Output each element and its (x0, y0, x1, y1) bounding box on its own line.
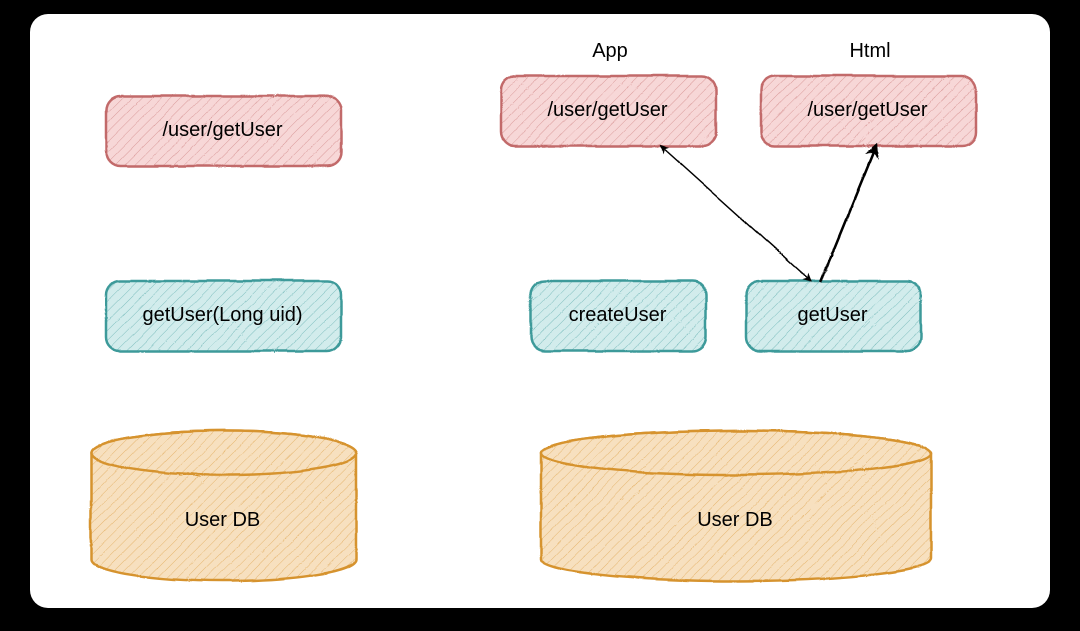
n-right-mid-a (530, 280, 705, 350)
diagram-svg (0, 0, 1080, 631)
n-left-top (105, 95, 340, 165)
hdr-app: App (570, 40, 650, 63)
hdr-html: Html (830, 40, 910, 63)
e8 (820, 145, 875, 280)
n-right-top-b (760, 75, 975, 145)
n-left-db (90, 430, 355, 580)
n-right-mid-b (745, 280, 920, 350)
e7 (660, 145, 810, 280)
n-left-mid (105, 280, 340, 350)
n-right-db (540, 430, 930, 580)
n-right-top-a (500, 75, 715, 145)
